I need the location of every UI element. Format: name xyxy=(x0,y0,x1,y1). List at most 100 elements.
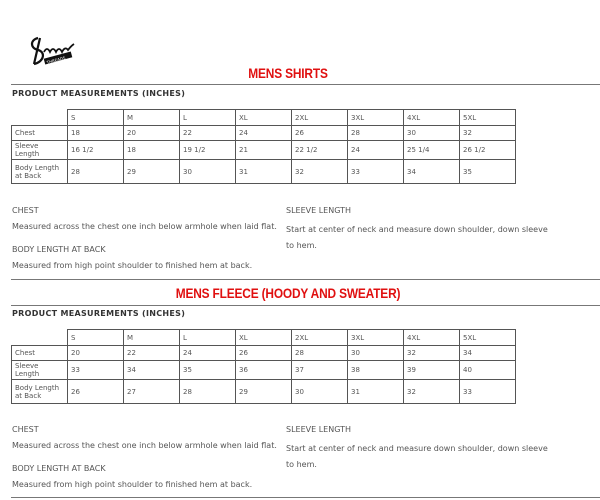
cell-value: 33 xyxy=(459,379,516,404)
measurements-table: S M L XL 2XL 3XL 4XL 5XL Chest 18 20 22 24 26 28 30 32 Sl… xyxy=(11,109,516,184)
table-row: Sleeve Length 16 1/2 18 19 1/2 21 22 1/2 24 25 … xyxy=(11,140,516,160)
cell-value: 18 xyxy=(123,140,180,160)
cell-value: 30 xyxy=(347,345,404,361)
cell-value: 26 xyxy=(291,125,348,141)
cell-value: 35 xyxy=(179,360,236,380)
cell-value: 28 xyxy=(347,125,404,141)
cell-value: 30 xyxy=(179,159,236,184)
cell-value: 37 xyxy=(291,360,348,380)
sleeve-note-title: SLEEVE LENGTH xyxy=(286,206,352,215)
size-header: 5XL xyxy=(459,109,516,126)
cell-value: 28 xyxy=(291,345,348,361)
cell-value: 33 xyxy=(67,360,124,380)
cell-value: 32 xyxy=(403,345,460,361)
row-label: Body Length at Back xyxy=(11,379,68,404)
divider xyxy=(11,279,600,280)
size-header: 4XL xyxy=(403,109,460,126)
body-length-note-text: Measured from high point shoulder to fin… xyxy=(12,480,253,489)
cell-value: 24 xyxy=(235,125,292,141)
cell-value: 30 xyxy=(291,379,348,404)
cell-value: 29 xyxy=(123,159,180,184)
cell-value: 32 xyxy=(459,125,516,141)
cell-value: 28 xyxy=(179,379,236,404)
section-title: MENS SHIRTS xyxy=(248,65,328,81)
cell-value: 30 xyxy=(403,125,460,141)
cell-value: 38 xyxy=(347,360,404,380)
measurements-heading: PRODUCT MEASUREMENTS (INCHES) xyxy=(12,89,186,98)
body-length-note-title: BODY LENGTH AT BACK xyxy=(12,464,106,473)
cell-value: 25 1/4 xyxy=(403,140,460,160)
measurements-heading: PRODUCT MEASUREMENTS (INCHES) xyxy=(12,309,186,318)
cell-value: 16 1/2 xyxy=(67,140,124,160)
cell-value: 26 1/2 xyxy=(459,140,516,160)
cell-value: 24 xyxy=(179,345,236,361)
table-row: Chest 20 22 24 26 28 30 32 34 xyxy=(11,345,516,361)
table-row: Body Length at Back 26 27 28 29 30 31 32 33 xyxy=(11,379,516,404)
cell-value: 24 xyxy=(347,140,404,160)
cell-value: 28 xyxy=(67,159,124,184)
size-header: M xyxy=(123,329,180,346)
row-label: Chest xyxy=(11,345,68,361)
cell-value: 31 xyxy=(347,379,404,404)
cell-value: 35 xyxy=(459,159,516,184)
cell-value: 26 xyxy=(67,379,124,404)
divider xyxy=(11,497,600,498)
chest-note-text: Measured across the chest one inch below… xyxy=(12,222,277,231)
chest-note-text: Measured across the chest one inch below… xyxy=(12,441,277,450)
divider xyxy=(11,84,600,85)
size-header: 3XL xyxy=(347,109,404,126)
sneaker-threads-logo: THREADS xyxy=(30,36,75,65)
cell-value: 40 xyxy=(459,360,516,380)
cell-value: 39 xyxy=(403,360,460,380)
table-row: Body Length at Back 28 29 30 31 32 33 34 35 xyxy=(11,159,516,184)
cell-value: 22 1/2 xyxy=(291,140,348,160)
cell-value: 22 xyxy=(123,345,180,361)
size-header: L xyxy=(179,109,236,126)
sleeve-note-title: SLEEVE LENGTH xyxy=(286,425,352,434)
cell-value: 32 xyxy=(291,159,348,184)
size-header: 2XL xyxy=(291,329,348,346)
row-label: Sleeve Length xyxy=(11,360,68,380)
cell-value: 34 xyxy=(123,360,180,380)
cell-value: 29 xyxy=(235,379,292,404)
cell-value: 26 xyxy=(235,345,292,361)
size-header: L xyxy=(179,329,236,346)
chest-note-title: CHEST xyxy=(12,206,39,215)
row-label: Chest xyxy=(11,125,68,141)
size-header: XL xyxy=(235,109,292,126)
section-title: MENS FLEECE (HOODY AND SWEATER) xyxy=(175,285,401,301)
table-row: Sleeve Length 33 34 35 36 37 38 39 40 xyxy=(11,360,516,380)
sleeve-note-text: Start at center of neck and measure down… xyxy=(286,444,548,469)
cell-value: 34 xyxy=(459,345,516,361)
cell-value: 27 xyxy=(123,379,180,404)
svg-text:THREADS: THREADS xyxy=(45,55,66,65)
cell-value: 34 xyxy=(403,159,460,184)
cell-value: 32 xyxy=(403,379,460,404)
size-header: 2XL xyxy=(291,109,348,126)
chest-note-title: CHEST xyxy=(12,425,39,434)
cell-value: 21 xyxy=(235,140,292,160)
sleeve-note-text: Start at center of neck and measure down… xyxy=(286,225,548,250)
cell-value: 36 xyxy=(235,360,292,380)
cell-value: 22 xyxy=(179,125,236,141)
row-label: Sleeve Length xyxy=(11,140,68,160)
divider xyxy=(11,305,600,306)
size-header: XL xyxy=(235,329,292,346)
table-row: Chest 18 20 22 24 26 28 30 32 xyxy=(11,125,516,141)
size-header: S xyxy=(67,329,124,346)
size-header: 3XL xyxy=(347,329,404,346)
size-header: 5XL xyxy=(459,329,516,346)
size-header: M xyxy=(123,109,180,126)
cell-value: 20 xyxy=(123,125,180,141)
size-header: S xyxy=(67,109,124,126)
body-length-note-title: BODY LENGTH AT BACK xyxy=(12,245,106,254)
cell-value: 33 xyxy=(347,159,404,184)
cell-value: 19 1/2 xyxy=(179,140,236,160)
size-header: 4XL xyxy=(403,329,460,346)
row-label: Body Length at Back xyxy=(11,159,68,184)
body-length-note-text: Measured from high point shoulder to fin… xyxy=(12,261,253,270)
measurements-table: S M L XL 2XL 3XL 4XL 5XL Chest 20 22 24 26 28 30 32 34 Sl… xyxy=(11,329,516,404)
cell-value: 18 xyxy=(67,125,124,141)
cell-value: 20 xyxy=(67,345,124,361)
cell-value: 31 xyxy=(235,159,292,184)
